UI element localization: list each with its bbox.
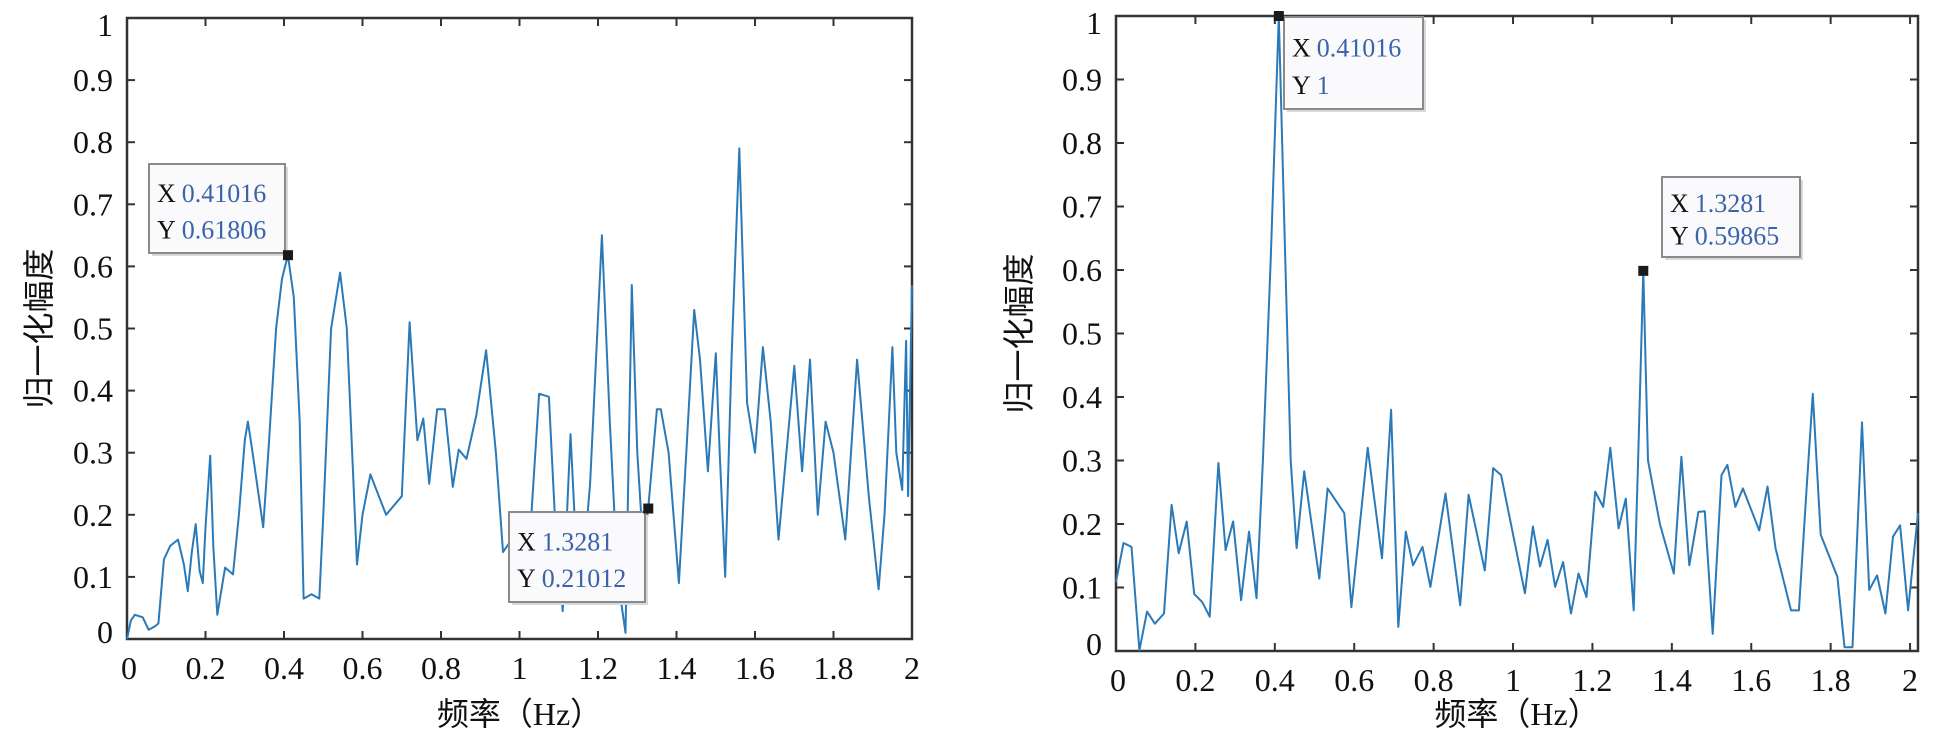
y-tick-label: 0.7 bbox=[73, 186, 113, 222]
data-tip-y-key: Y bbox=[1670, 222, 1689, 251]
y-tick-label: 0.8 bbox=[73, 124, 113, 160]
data-tip-y-value: 0.21012 bbox=[542, 564, 627, 593]
data-tip-y-row: Y 0.61806 bbox=[157, 215, 266, 244]
x-tick-label: 0 bbox=[121, 650, 137, 686]
x-tick-label: 1.4 bbox=[1652, 662, 1692, 698]
x-tick-label: 0.8 bbox=[1414, 662, 1454, 698]
y-tick-label: 0.4 bbox=[73, 373, 113, 409]
x-tick-label: 1.2 bbox=[1572, 662, 1612, 698]
series-line-spectrum bbox=[126, 147, 913, 640]
data-tip-marker bbox=[1273, 11, 1284, 21]
data-tip-y-row: Y 0.59865 bbox=[1670, 222, 1779, 251]
data-tip-box bbox=[508, 511, 646, 603]
data-tip-x-value: 1.3281 bbox=[542, 528, 614, 557]
x-tick-label: 0.6 bbox=[343, 650, 383, 686]
y-tick-label: 0.3 bbox=[1062, 443, 1102, 479]
y-tick-label: 0.9 bbox=[1062, 62, 1102, 98]
data-tip-box bbox=[1283, 16, 1424, 110]
x-axis-title: 频率（Hz） bbox=[1434, 696, 1599, 732]
y-tick-label: 1 bbox=[97, 7, 113, 43]
data-tip-marker bbox=[282, 250, 293, 261]
y-tick-label: 0.5 bbox=[73, 311, 113, 347]
data-tip-marker bbox=[643, 503, 654, 514]
data-tip-x-key: X bbox=[1670, 189, 1689, 218]
x-tick-label: 1 bbox=[512, 650, 528, 686]
y-tick-label: 1 bbox=[1086, 5, 1102, 41]
data-tip-x-key: X bbox=[1292, 33, 1311, 62]
x-tick-label: 2 bbox=[1902, 662, 1918, 698]
y-tick-label: 0.7 bbox=[1062, 189, 1102, 225]
x-tick-label: 0.4 bbox=[1255, 662, 1295, 698]
data-tip-y-key: Y bbox=[517, 564, 536, 593]
x-tick-label: 0 bbox=[1110, 662, 1126, 698]
data-tip-x-key: X bbox=[517, 528, 536, 557]
series-line-spectrum bbox=[1115, 15, 1919, 652]
x-tick-label: 0.4 bbox=[264, 650, 304, 686]
x-tick-label: 1.4 bbox=[657, 650, 697, 686]
x-tick-label: 2 bbox=[904, 650, 920, 686]
x-tick-label: 1.6 bbox=[1731, 662, 1771, 698]
x-tick-label: 0.6 bbox=[1334, 662, 1374, 698]
x-tick-label: 1.8 bbox=[814, 650, 854, 686]
y-tick-label: 0.6 bbox=[1062, 252, 1102, 288]
data-tip-x-row: X 0.41016 bbox=[1292, 33, 1401, 62]
x-tick-label: 1 bbox=[1505, 662, 1521, 698]
chart-panel-1: 0 0.2 0.4 0.6 0.8 1 1.2 1.4 1.6 1.8 2 0 0.1 0.2 0.3 0.4… bbox=[21, 7, 920, 732]
x-tick-label: 1.6 bbox=[735, 650, 775, 686]
chart-panel-2: 0 0.2 0.4 0.6 0.8 1 1.2 1.4 1.6 1.8 2 0 0.1 0.2 0.3 0.4… bbox=[1001, 5, 1920, 732]
data-tip-x-key: X bbox=[157, 179, 176, 208]
data-tip-x-value: 0.41016 bbox=[182, 179, 267, 208]
data-tip-x-row: X 1.3281 bbox=[517, 528, 613, 557]
y-tick-label: 0.4 bbox=[1062, 379, 1102, 415]
x-tick-label: 0.2 bbox=[186, 650, 226, 686]
data-tip-x-value: 0.41016 bbox=[1317, 33, 1402, 62]
y-tick-label: 0.6 bbox=[73, 248, 113, 284]
y-tick-label: 0.8 bbox=[1062, 125, 1102, 161]
data-tip-y-key: Y bbox=[157, 215, 176, 244]
data-tip-y-value: 0.59865 bbox=[1695, 222, 1780, 251]
data-tip-marker bbox=[1638, 265, 1649, 276]
y-tick-label: 0.2 bbox=[73, 497, 113, 533]
y-axis-title: 归一化幅度 bbox=[1001, 253, 1037, 413]
y-tick-label: 0.9 bbox=[73, 62, 113, 98]
y-tick-label: 0 bbox=[1086, 626, 1102, 662]
y-tick-label: 0.2 bbox=[1062, 506, 1102, 542]
data-tip-x-value: 1.3281 bbox=[1695, 189, 1767, 218]
y-tick-label: 0.3 bbox=[73, 435, 113, 471]
x-tick-label: 0.2 bbox=[1175, 662, 1215, 698]
y-tick-label: 0.1 bbox=[73, 559, 113, 595]
x-tick-label: 1.8 bbox=[1811, 662, 1851, 698]
data-tip-x-row: X 0.41016 bbox=[157, 179, 266, 208]
data-tip-y-row: Y 0.21012 bbox=[517, 564, 626, 593]
y-tick-label: 0.1 bbox=[1062, 570, 1102, 606]
data-tip-y-value: 0.61806 bbox=[182, 215, 267, 244]
data-tip-box bbox=[148, 163, 286, 254]
x-axis-title: 频率（Hz） bbox=[437, 696, 602, 732]
y-tick-label: 0.5 bbox=[1062, 316, 1102, 352]
x-tick-label: 0.8 bbox=[421, 650, 461, 686]
data-tip-box bbox=[1661, 176, 1801, 258]
data-tip-y-value: 1 bbox=[1317, 71, 1330, 100]
y-axis-title: 归一化幅度 bbox=[21, 248, 57, 408]
y-tick-label: 0 bbox=[97, 614, 113, 650]
data-tip-x-row: X 1.3281 bbox=[1670, 189, 1766, 218]
data-tip-y-key: Y bbox=[1292, 71, 1311, 100]
x-tick-label: 1.2 bbox=[578, 650, 618, 686]
